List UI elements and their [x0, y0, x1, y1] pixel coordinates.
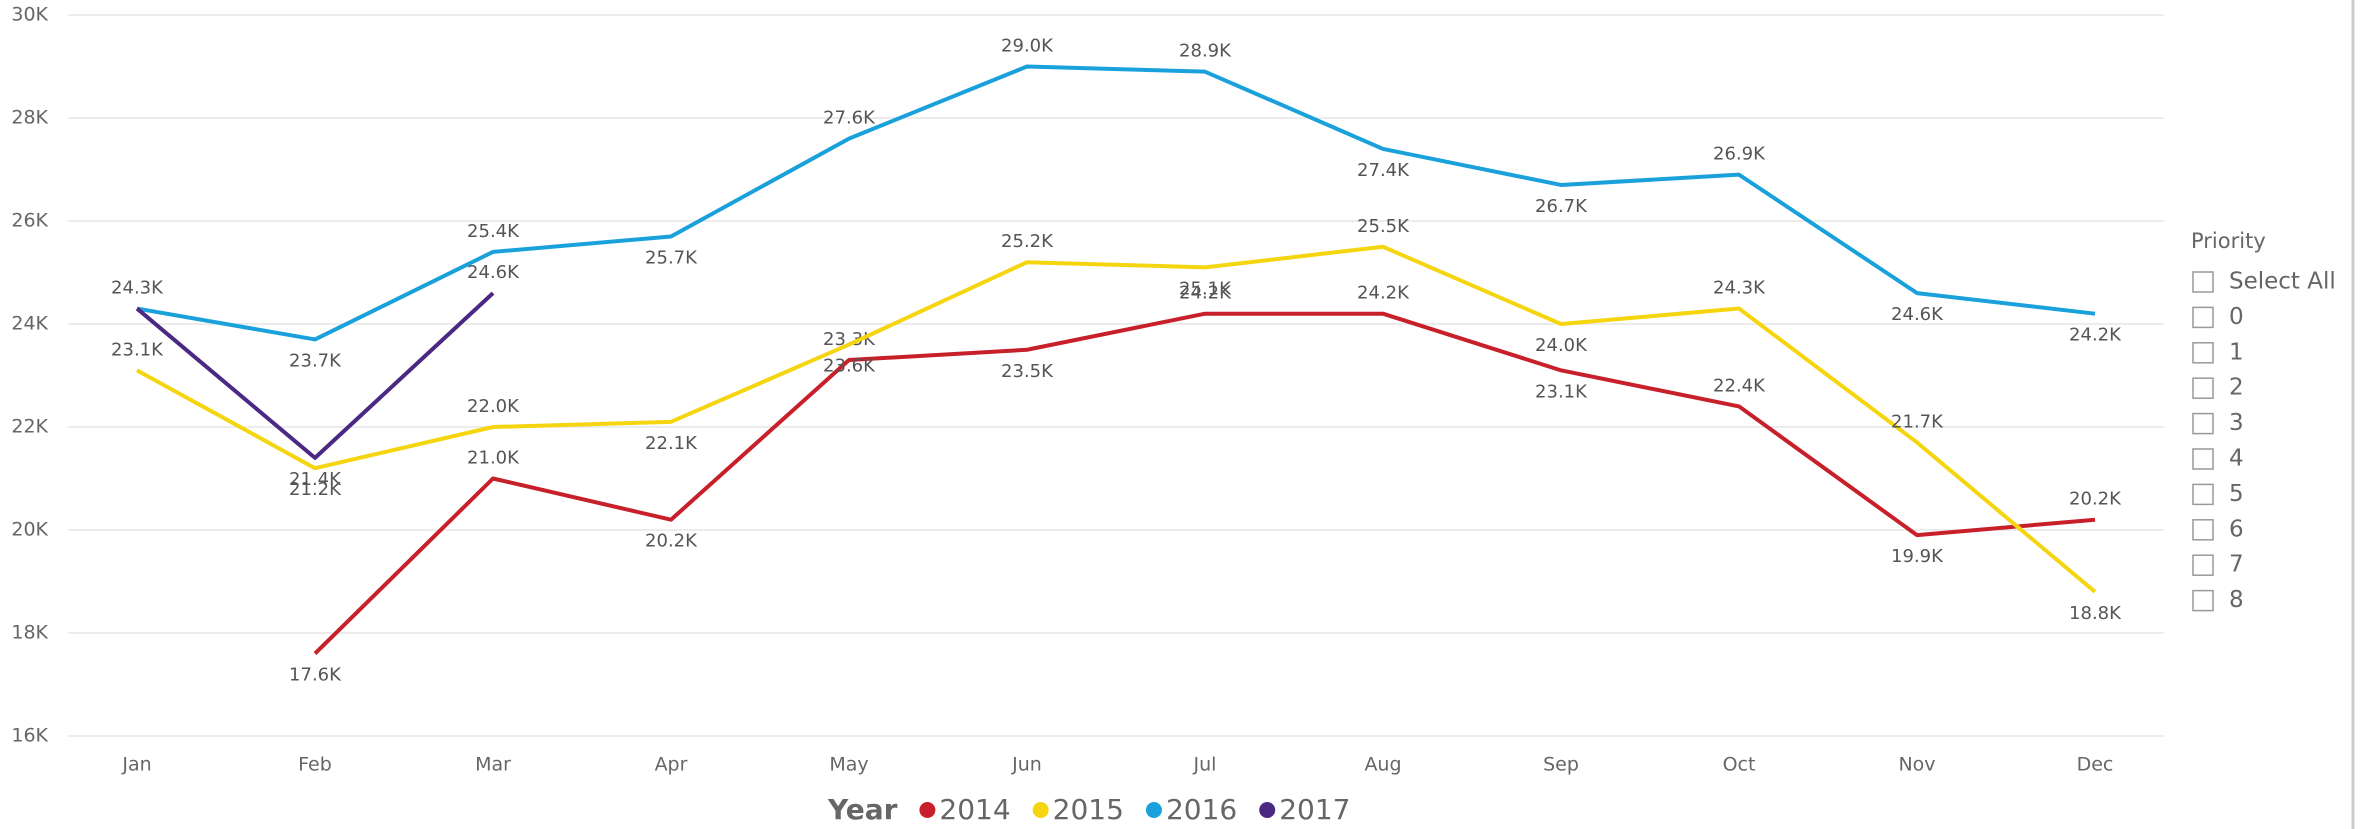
- data-label: 25.1K: [1179, 278, 1232, 299]
- series-line: [136, 244, 2097, 594]
- data-label: 24.2K: [1357, 283, 1410, 304]
- x-tick-label: Jun: [1011, 754, 1042, 776]
- checkbox[interactable]: [2192, 377, 2214, 399]
- x-tick-label: May: [829, 754, 868, 776]
- data-label: 20.2K: [2069, 489, 2122, 510]
- data-label: 29.0K: [1001, 36, 1054, 57]
- legend-label: 2015: [1053, 793, 1124, 826]
- slicer-item[interactable]: 6: [2229, 516, 2244, 542]
- data-label: 23.1K: [111, 339, 164, 360]
- x-tick-label: Oct: [1723, 754, 1756, 776]
- data-label: 24.0K: [1535, 335, 1588, 356]
- y-tick-label: 16K: [11, 725, 48, 747]
- data-label: 24.3K: [111, 278, 164, 299]
- data-label: 22.1K: [645, 433, 698, 454]
- slicer-title: Priority: [2191, 229, 2266, 253]
- data-label: 24.6K: [1891, 304, 1944, 325]
- data-label: 25.7K: [645, 247, 698, 268]
- data-label: 24.2K: [2069, 325, 2122, 346]
- x-tick-label: Aug: [1364, 754, 1401, 776]
- data-label: 26.7K: [1535, 196, 1588, 217]
- x-tick-label: Nov: [1898, 754, 1935, 776]
- y-tick-label: 26K: [11, 210, 48, 232]
- series-line: [136, 64, 2096, 342]
- data-label: 22.0K: [467, 396, 520, 417]
- x-tick-label: Jan: [121, 754, 151, 776]
- data-label: 21.0K: [467, 448, 520, 469]
- x-tick-label: Dec: [2077, 754, 2114, 776]
- data-label: 23.3K: [823, 329, 876, 350]
- legend-marker: [1145, 802, 1162, 818]
- data-label: 25.5K: [1357, 216, 1410, 237]
- checkbox[interactable]: [2192, 412, 2214, 435]
- checkbox[interactable]: [2192, 271, 2214, 293]
- data-label: 23.6K: [823, 356, 876, 377]
- data-label: 25.2K: [1001, 231, 1054, 252]
- legend-marker: [919, 802, 936, 818]
- x-tick-label: Sep: [1543, 754, 1579, 776]
- x-tick-label: Apr: [655, 754, 688, 776]
- slicer-item[interactable]: 5: [2229, 481, 2244, 507]
- slicer-item[interactable]: 3: [2229, 410, 2244, 436]
- data-label: 27.4K: [1357, 160, 1410, 181]
- slicer-item[interactable]: Select All: [2229, 269, 2336, 295]
- slicer-item[interactable]: 8: [2229, 587, 2244, 613]
- data-label: 22.4K: [1713, 375, 1766, 396]
- checkbox[interactable]: [2192, 306, 2214, 329]
- legend-label: 2017: [1279, 793, 1350, 826]
- data-label: 17.6K: [289, 665, 342, 686]
- legend-label: 2014: [939, 793, 1010, 826]
- y-tick-label: 28K: [11, 107, 48, 129]
- y-tick-label: 30K: [11, 4, 48, 26]
- series-line: [313, 311, 2096, 656]
- data-label: 23.1K: [1535, 381, 1588, 402]
- legend-marker: [1032, 802, 1049, 818]
- data-label: 24.2K: [1179, 283, 1232, 304]
- data-label: 28.9K: [1179, 41, 1232, 62]
- checkbox[interactable]: [2192, 448, 2214, 470]
- slicer-item[interactable]: 0: [2229, 304, 2244, 330]
- data-label: 19.9K: [1891, 546, 1944, 567]
- slicer-item[interactable]: 7: [2229, 552, 2244, 578]
- checkbox[interactable]: [2192, 519, 2214, 541]
- data-label: 23.5K: [1001, 361, 1054, 382]
- y-tick-label: 24K: [11, 313, 48, 335]
- data-label: 24.3K: [1713, 278, 1766, 299]
- x-tick-label: Jul: [1193, 754, 1217, 776]
- checkbox[interactable]: [2192, 589, 2214, 612]
- legend-label: 2016: [1166, 793, 1237, 826]
- slicer-item[interactable]: 2: [2229, 375, 2244, 401]
- checkbox[interactable]: [2192, 342, 2214, 364]
- y-tick-label: 22K: [11, 416, 48, 438]
- y-tick-label: 18K: [11, 622, 48, 644]
- legend-title: Year: [827, 793, 898, 826]
- x-tick-label: Mar: [475, 754, 511, 776]
- data-label: 21.2K: [289, 479, 342, 500]
- legend-marker: [1259, 802, 1276, 818]
- data-label: 21.7K: [1891, 411, 1944, 432]
- data-label: 24.6K: [467, 262, 520, 283]
- slicer-item[interactable]: 1: [2229, 339, 2244, 365]
- data-label: 25.4K: [467, 221, 520, 242]
- checkbox[interactable]: [2192, 554, 2214, 576]
- series-line: [135, 291, 495, 460]
- data-label: 20.2K: [645, 531, 698, 552]
- checkbox[interactable]: [2192, 483, 2214, 506]
- data-label: 21.4K: [289, 469, 342, 490]
- data-label: 27.6K: [823, 108, 876, 129]
- data-label: 26.9K: [1713, 144, 1766, 165]
- slicer-item[interactable]: 4: [2229, 446, 2244, 472]
- y-tick-label: 20K: [11, 519, 48, 541]
- x-tick-label: Feb: [298, 754, 332, 776]
- data-label: 23.7K: [289, 350, 342, 371]
- data-label: 18.8K: [2069, 603, 2122, 624]
